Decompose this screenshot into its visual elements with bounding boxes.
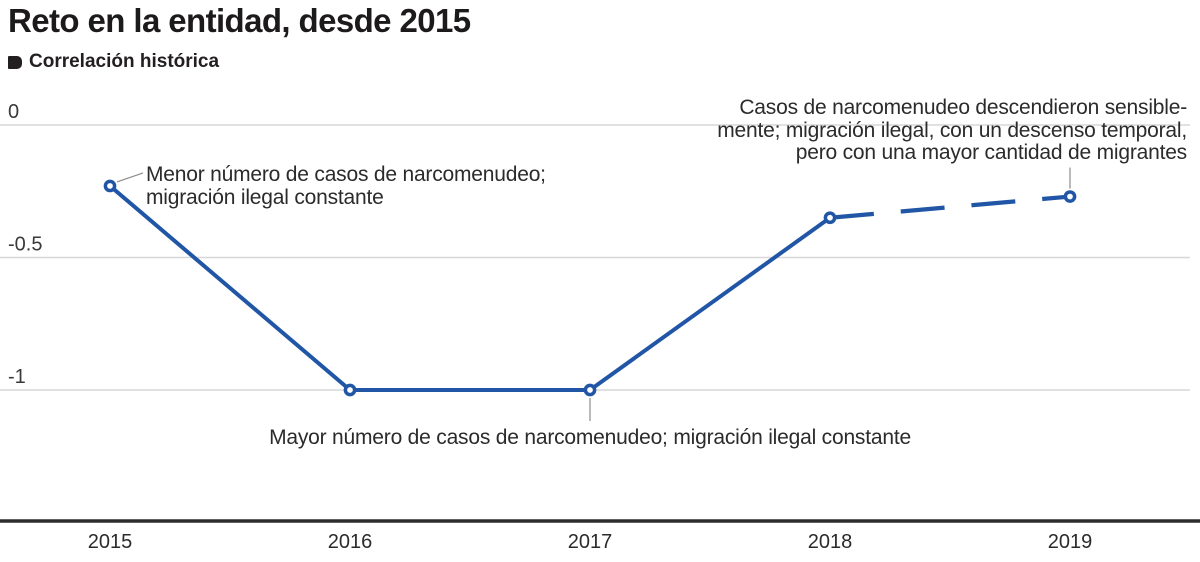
annotation-2019-line-1: Casos de narcomenudeo descendieron sensi… <box>739 96 1187 119</box>
series-line-solid <box>108 183 832 392</box>
x-tick-label: 2019 <box>1048 531 1093 553</box>
data-point-marker <box>1063 190 1077 203</box>
annotation-2015-line-1: Menor número de casos de narcomenudeo; <box>146 163 546 186</box>
x-tick-label: 2017 <box>568 531 613 553</box>
legend: Correlación histórica <box>8 51 219 73</box>
annotation-2019-line-2: mente; migración ilegal, con un descenso… <box>717 118 1187 142</box>
legend-label: Correlación histórica <box>29 51 220 72</box>
legend-swatch-icon <box>8 55 22 69</box>
y-tick-label: 0 <box>8 101 19 123</box>
y-tick-label: -0.5 <box>8 234 42 256</box>
x-tick-label: 2016 <box>328 531 373 553</box>
annotation-2017-line-1: Mayor número de casos de narcomenudeo; m… <box>269 426 911 449</box>
x-tick-label: 2018 <box>808 531 853 553</box>
chart-title: Reto en la entidad, desde 2015 <box>8 2 471 39</box>
annotation-2015: Menor número de casos de narcomenudeo; m… <box>146 163 546 209</box>
x-tick-label: 2015 <box>88 531 133 553</box>
annotation-2015-line-2: migración ilegal constante <box>146 186 384 209</box>
series-line-dashed <box>829 194 1071 220</box>
data-point-marker <box>583 383 597 397</box>
annotation-2019: Casos de narcomenudeo descendieron sensi… <box>717 96 1187 165</box>
data-point-marker <box>343 383 357 397</box>
y-tick-label: -1 <box>8 366 26 388</box>
data-point-marker <box>103 179 117 193</box>
data-point-marker <box>823 211 837 225</box>
annotation-2017: Mayor número de casos de narcomenudeo; m… <box>269 426 911 449</box>
annotation-2019-line-3: pero con una mayor cantidad de migrantes <box>795 141 1187 164</box>
leader-line-2015 <box>116 172 144 183</box>
